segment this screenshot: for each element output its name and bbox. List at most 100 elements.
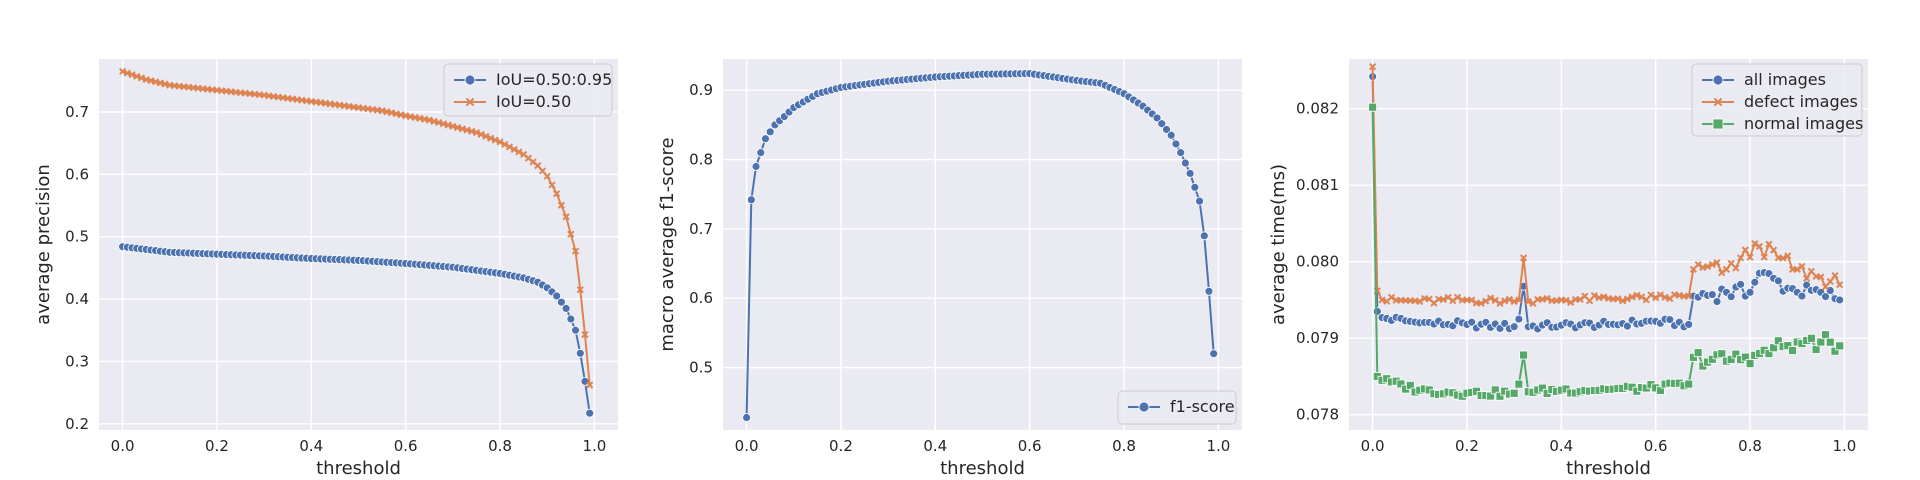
x-tick-label: 0.8 (1112, 437, 1136, 455)
data-point (1195, 196, 1204, 206)
x-tick-label: 0.6 (1644, 437, 1668, 455)
data-point (128, 71, 136, 79)
data-point (557, 201, 565, 209)
data-point (453, 124, 462, 132)
data-point (543, 172, 551, 180)
x-axis-label: threshold (940, 458, 1025, 479)
data-point (1633, 291, 1641, 299)
chart-panel-1: 0.0 0.2 0.4 0.6 0.8 1.0 0.2 0.3 0.4 0.5 0.6 0.7 thre… (33, 59, 618, 479)
data-point (119, 67, 127, 76)
data-point (1783, 341, 1793, 351)
y-tick-label: 0.8 (689, 151, 713, 169)
y-tick-label: 0.7 (65, 103, 89, 121)
data-point (1509, 322, 1519, 332)
data-point (751, 162, 761, 171)
data-point (576, 286, 584, 294)
chart-panel-3: 0.0 0.2 0.4 0.6 0.8 1.0 0.078 0.079 0.080 0.081 0.… (1268, 59, 1868, 479)
data-point (1199, 231, 1209, 241)
data-point (1444, 293, 1452, 302)
data-point (1491, 296, 1499, 304)
data-point (1524, 297, 1532, 306)
data-point (1816, 337, 1826, 347)
legend: IoU=0.50:0.95 IoU=0.50 (443, 63, 613, 117)
data-point (1806, 333, 1816, 343)
data-point (1740, 352, 1750, 362)
x-tick-label: 0.0 (735, 437, 759, 455)
data-point (1453, 293, 1462, 301)
legend-marker (1712, 118, 1724, 130)
legend-label: defect images (1744, 92, 1858, 111)
data-point (575, 348, 585, 358)
data-point (581, 331, 589, 339)
x-tick-label: 0.4 (923, 437, 947, 455)
data-point (1707, 354, 1717, 364)
data-point (765, 127, 775, 137)
data-point (1830, 346, 1840, 356)
plot-area (99, 59, 618, 430)
data-point (1661, 293, 1669, 301)
data-point (1152, 113, 1162, 123)
data-point (430, 117, 438, 125)
y-tick-label: 0.4 (65, 290, 89, 308)
data-point (1519, 350, 1528, 360)
data-point (1180, 158, 1190, 168)
data-point (1741, 246, 1749, 254)
data-point (1779, 254, 1787, 262)
data-point (1750, 277, 1760, 287)
data-point (1745, 359, 1755, 368)
data-point (1514, 314, 1524, 324)
data-point (1387, 293, 1396, 301)
data-point (1185, 169, 1195, 178)
data-point (505, 143, 514, 151)
y-tick-label: 0.7 (689, 220, 713, 238)
data-point (1637, 293, 1646, 301)
data-point (1803, 274, 1811, 282)
data-point (1731, 349, 1741, 359)
data-point (1831, 271, 1839, 280)
legend-label: IoU=0.50 (496, 92, 571, 111)
data-point (1737, 254, 1745, 262)
data-point (1467, 317, 1477, 327)
y-tick-label: 0.081 (1296, 176, 1339, 194)
data-point (1712, 297, 1722, 306)
data-point (1623, 295, 1631, 303)
data-point (1209, 349, 1219, 359)
data-point (1368, 102, 1377, 112)
data-point (515, 148, 523, 156)
data-point (1765, 240, 1773, 248)
data-point (468, 127, 476, 135)
data-point (1482, 297, 1490, 305)
data-point (1538, 383, 1547, 393)
data-point (1157, 119, 1167, 129)
series-iou-0-50-0-95 (118, 242, 595, 418)
data-point (1769, 343, 1779, 353)
x-tick-label: 0.8 (1738, 437, 1762, 455)
data-point (552, 291, 562, 301)
chart-panel-2: 0.0 0.2 0.4 0.6 0.8 1.0 0.5 0.6 0.7 0.8 0.9 thresho… (657, 59, 1242, 479)
legend-label: f1-score (1170, 397, 1235, 416)
data-point (1468, 296, 1476, 304)
x-tick-label: 0.6 (394, 437, 418, 455)
data-point (1745, 287, 1755, 297)
data-point (1204, 286, 1214, 296)
y-tick-label: 0.3 (65, 352, 89, 370)
y-tick-label: 0.9 (689, 81, 713, 99)
y-axis-label: macro average f1-score (657, 137, 678, 351)
legend-label: IoU=0.50:0.95 (496, 70, 612, 89)
series-all-images (1368, 72, 1845, 334)
data-point (156, 79, 164, 87)
data-point (1378, 296, 1386, 304)
x-tick-label: 1.0 (1832, 437, 1856, 455)
data-point (510, 145, 518, 153)
data-point (1836, 281, 1844, 289)
data-point (1751, 240, 1759, 248)
plot-area (723, 59, 1242, 430)
data-point (553, 190, 561, 198)
data-point (1166, 130, 1176, 140)
data-point (1369, 63, 1377, 71)
data-point (1817, 273, 1825, 281)
data-point (1811, 345, 1821, 354)
legend: f1-score (1117, 390, 1237, 425)
data-point (137, 74, 146, 82)
data-point (501, 140, 509, 149)
